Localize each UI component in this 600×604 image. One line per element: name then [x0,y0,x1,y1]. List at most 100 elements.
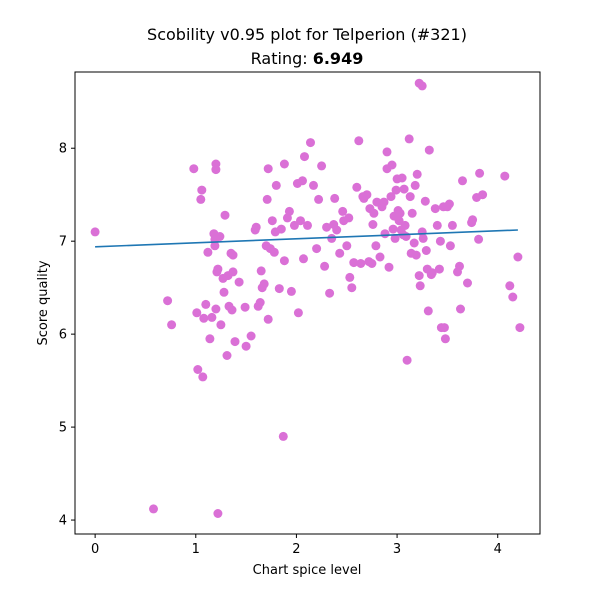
data-point [211,165,221,175]
data-point [401,232,411,241]
plot-content [90,78,525,518]
data-point [415,281,425,291]
data-point [219,287,229,297]
data-point [255,298,265,307]
data-point [515,323,525,333]
data-point [455,261,464,271]
data-point [362,190,372,200]
data-point [430,204,440,214]
data-point [299,254,308,264]
rating-value: 6.949 [313,49,364,68]
data-point [207,312,217,322]
data-point [293,308,303,318]
data-point [421,246,431,255]
data-point [402,355,412,365]
data-point [371,241,381,251]
data-point [227,305,237,315]
data-point [230,337,240,347]
data-point [317,161,327,171]
data-point [424,145,434,155]
data-point [458,176,467,186]
data-point [210,241,220,251]
data-point [445,241,455,251]
data-point [189,164,199,174]
data-point [418,233,428,243]
data-point [198,372,208,382]
data-point [439,323,449,333]
data-point [349,258,359,268]
data-point [409,238,419,248]
data-point [320,261,330,271]
data-point [197,185,207,195]
data-point [251,222,261,232]
data-point [300,152,309,162]
data-point [309,180,318,190]
x-tick-label: 4 [494,542,502,557]
data-point [163,296,173,306]
y-tick-label: 4 [59,514,67,529]
data-point [463,278,472,288]
data-point [386,192,396,202]
data-point [367,259,377,268]
data-point [327,233,337,243]
data-point [90,227,100,237]
data-point [205,334,215,344]
data-point [368,220,378,229]
data-point [240,302,250,312]
data-point [312,244,322,254]
data-point [303,220,312,230]
data-point [149,504,158,514]
data-point [434,264,444,274]
x-axis-label: Chart spice level [253,563,362,578]
data-point [278,431,288,441]
data-point [215,232,225,241]
data-point [335,248,345,258]
data-point [427,268,437,278]
data-point [420,196,430,206]
data-point [203,247,213,257]
data-point [298,176,307,186]
data-point [279,256,289,266]
data-point [390,233,400,243]
data-point [404,134,414,144]
data-point [388,224,398,234]
data-point [228,250,238,260]
data-point [405,192,415,202]
data-point [500,171,510,181]
data-point [474,234,484,244]
data-point [423,306,433,316]
data-point [475,168,485,178]
data-point [276,224,286,234]
data-point [411,250,421,260]
data-point [338,206,348,216]
data-point [263,164,273,174]
data-point [201,299,211,309]
data-point [325,288,335,298]
data-point [432,220,442,230]
data-point [289,220,299,230]
plot-area [75,72,540,534]
data-point [213,509,223,518]
data-point [379,197,389,207]
data-point [505,281,515,291]
data-point [410,180,420,190]
data-point [407,208,417,218]
data-point [256,266,266,276]
data-point [330,193,340,203]
data-point [382,147,392,157]
data-point [400,220,410,230]
data-point [342,241,352,251]
fit-line [95,229,518,248]
plot-frame [74,71,541,535]
data-point [456,304,465,314]
data-point [211,304,221,314]
data-point [447,220,457,230]
data-point [271,180,281,190]
data-point [196,194,206,204]
chart-title: Scobility v0.95 plot for Telperion (#321… [147,25,467,44]
data-point [332,225,342,235]
rating-label: Rating: [251,49,313,68]
data-point [352,182,362,192]
data-point [213,264,223,274]
x-tick-label: 3 [393,542,401,557]
